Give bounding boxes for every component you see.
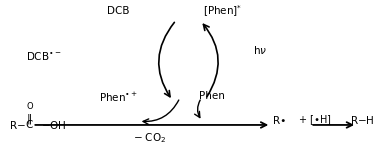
Text: R$-$: R$-$: [9, 119, 26, 131]
Text: $\Vert$: $\Vert$: [26, 112, 33, 126]
Text: $-$OH: $-$OH: [41, 119, 67, 131]
Text: h$\nu$: h$\nu$: [253, 44, 267, 56]
Text: [Phen]$^{*}$: [Phen]$^{*}$: [203, 3, 242, 19]
Text: C: C: [26, 120, 33, 130]
Text: O: O: [26, 102, 33, 111]
Text: DCB$^{\bullet-}$: DCB$^{\bullet-}$: [26, 50, 62, 62]
Text: Phen$^{\bullet+}$: Phen$^{\bullet+}$: [99, 91, 138, 104]
Text: DCB: DCB: [107, 6, 129, 16]
Text: R$-$H: R$-$H: [350, 114, 375, 126]
Text: Phen: Phen: [198, 91, 225, 101]
Text: R$\bullet$: R$\bullet$: [272, 114, 286, 126]
Text: $+$ [$\bullet$H]: $+$ [$\bullet$H]: [298, 113, 332, 127]
Text: $-$ CO$_2$: $-$ CO$_2$: [133, 132, 167, 145]
